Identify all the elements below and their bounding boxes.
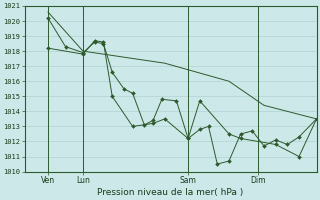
X-axis label: Pression niveau de la mer( hPa ): Pression niveau de la mer( hPa ) <box>98 188 244 197</box>
